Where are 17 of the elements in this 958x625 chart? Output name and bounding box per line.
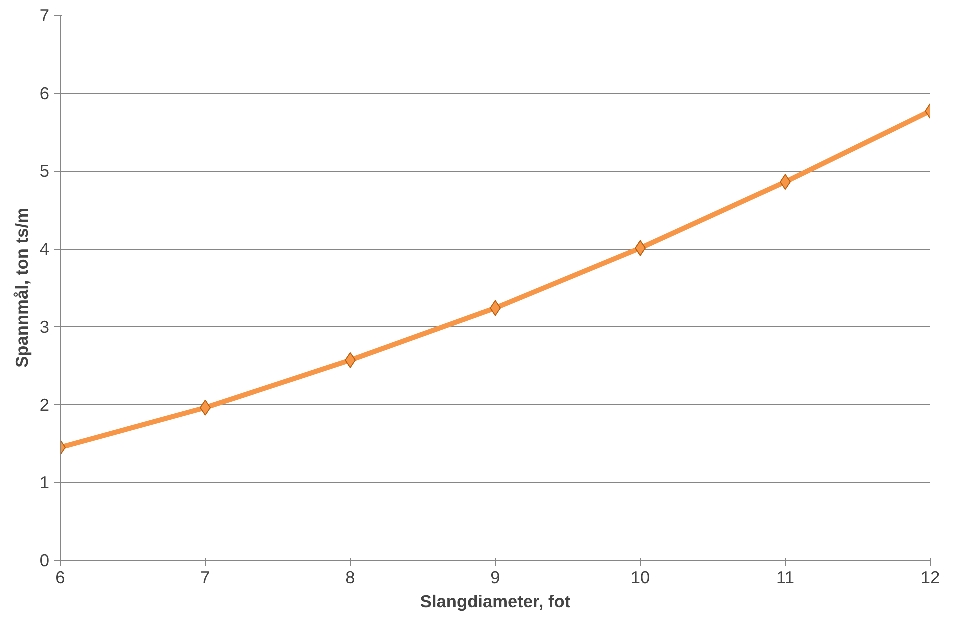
x-tick-label: 9 [490,568,500,588]
x-tick-label: 6 [56,568,66,588]
y-tick-label: 4 [40,239,50,260]
x-tick-label: 7 [200,568,210,588]
y-axis-title: Spannmål, ton ts/m [12,208,32,368]
y-tick-label: 6 [40,83,50,104]
y-tick-label: 2 [40,394,50,415]
y-tick-label: 5 [40,161,50,182]
y-tick-label: 0 [40,550,50,570]
x-tick-label: 12 [920,568,940,588]
x-tick-label: 8 [346,568,356,588]
x-axis-title: Slangdiameter, fot [420,592,571,612]
y-tick-label: 7 [40,6,50,26]
y-tick-label: 1 [40,472,50,493]
x-tick-label: 11 [776,568,795,588]
x-tick-label: 10 [630,568,650,588]
y-tick-label: 3 [40,316,50,337]
